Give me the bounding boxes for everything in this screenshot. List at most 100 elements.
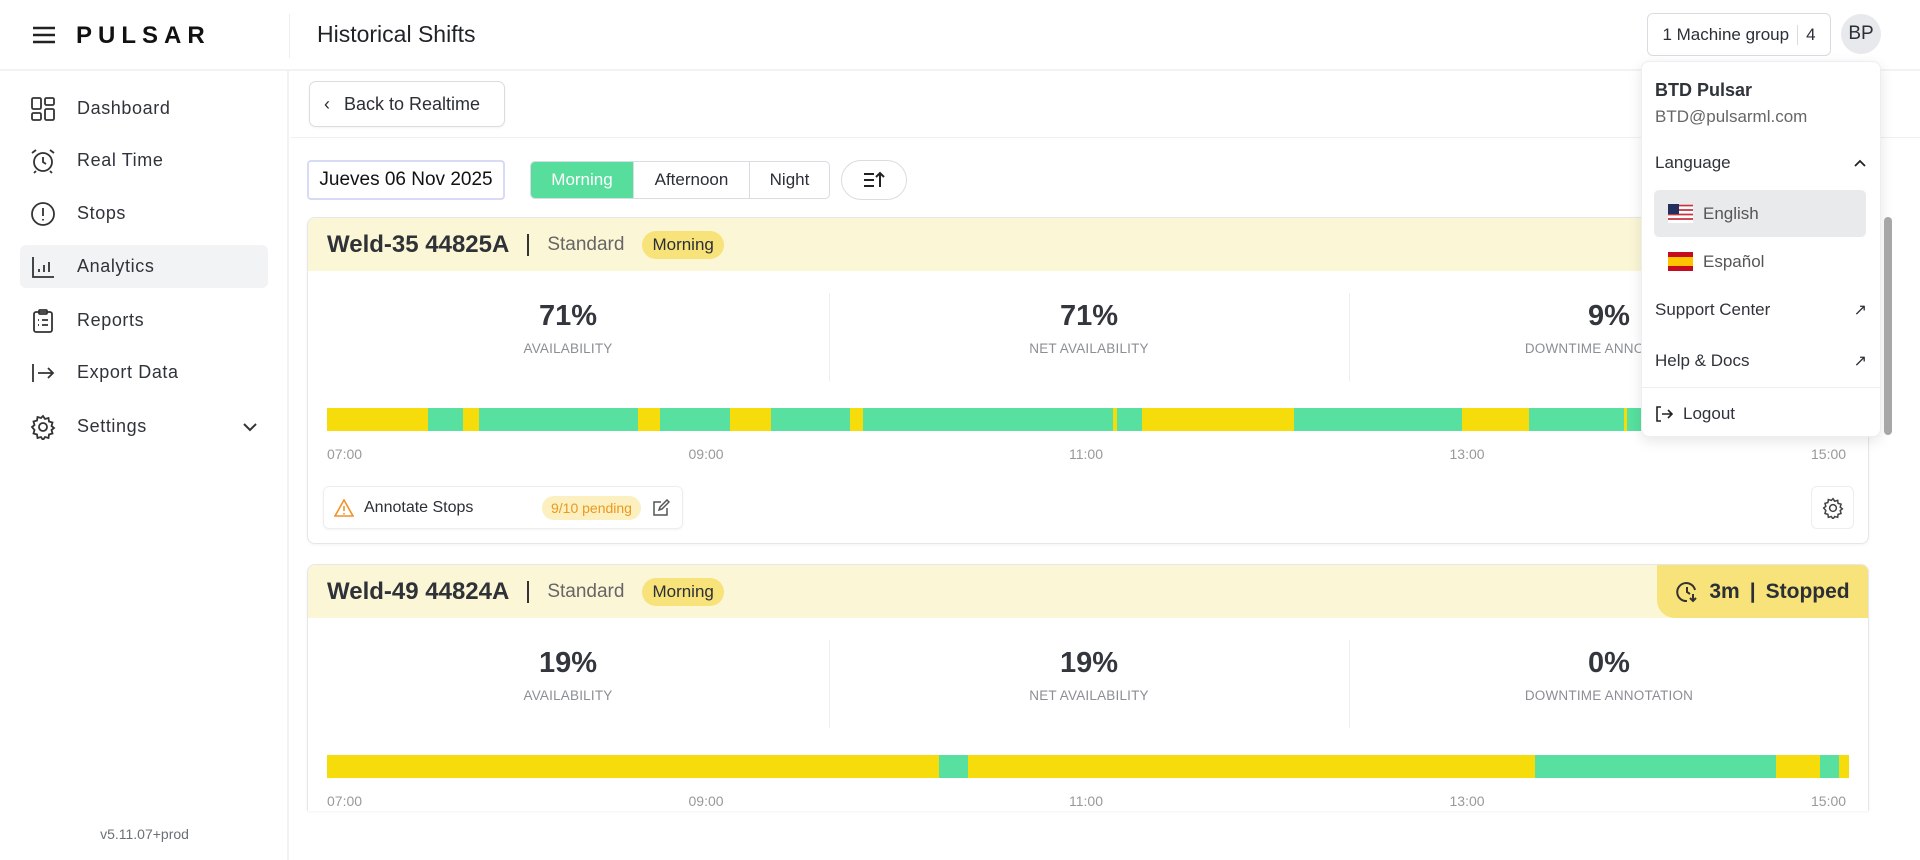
timeline-segment-stopped[interactable]: [327, 755, 939, 778]
logout-button[interactable]: Logout: [1655, 404, 1735, 424]
clock-history-icon: [1676, 581, 1698, 602]
help-docs-link[interactable]: Help & Docs ↗: [1655, 351, 1867, 371]
timeline-segment-running[interactable]: [938, 755, 968, 778]
timeline-segment-running[interactable]: [862, 408, 1114, 431]
gear-icon: [1822, 496, 1844, 519]
scrollbar[interactable]: [1884, 217, 1892, 435]
machine-type: Standard: [547, 233, 625, 255]
logo: PULSAR: [76, 22, 211, 49]
machine-type: Standard: [547, 580, 625, 602]
metric-availability: 71% AVAILABILITY: [308, 300, 828, 356]
timeline-tick-label: 13:00: [1449, 446, 1485, 462]
timeline-segment-stopped[interactable]: [1141, 408, 1295, 431]
divider: [1642, 387, 1880, 388]
divider: |: [1749, 579, 1756, 603]
divider: [829, 640, 830, 728]
hamburger-menu-icon[interactable]: [33, 26, 55, 44]
timeline-tick-label: 11:00: [1069, 446, 1103, 462]
timeline-segment-running[interactable]: [770, 408, 851, 431]
timeline-segment-stopped[interactable]: [1623, 408, 1628, 431]
metric-value: 71%: [538, 300, 598, 332]
language-label: Español: [1703, 251, 1765, 271]
timeline-segment-running[interactable]: [479, 408, 638, 431]
timeline-segment-stopped[interactable]: [463, 408, 480, 431]
shift-timeline[interactable]: [327, 755, 1849, 778]
sidebar-item-real-time[interactable]: Real Time: [20, 139, 268, 182]
timeline-segment-stopped[interactable]: [327, 408, 429, 431]
sidebar-item-label: Stops: [77, 203, 127, 223]
timeline-segment-running[interactable]: [659, 408, 730, 431]
language-option-english[interactable]: English: [1654, 190, 1866, 237]
timeline-segment-stopped[interactable]: [729, 408, 771, 431]
pending-badge: 9/10 pending: [542, 495, 641, 520]
language-label: English: [1703, 203, 1759, 223]
machine-name: Weld-49 44824A: [327, 577, 510, 605]
back-to-realtime-button[interactable]: ‹ Back to Realtime: [309, 81, 505, 127]
user-name: BTD Pulsar: [1655, 80, 1753, 100]
sidebar-item-label: Reports: [77, 310, 145, 330]
sidebar-item-analytics[interactable]: Analytics: [20, 245, 268, 288]
external-link-icon: ↗: [1853, 353, 1867, 370]
divider: [1349, 293, 1350, 381]
support-center-link[interactable]: Support Center ↗: [1655, 300, 1867, 320]
timeline-segment-stopped[interactable]: [1113, 408, 1117, 431]
sidebar-item-stops[interactable]: Stops: [20, 192, 268, 235]
metric-value: 0%: [1588, 647, 1630, 679]
date-picker[interactable]: Jueves 06 Nov 2025: [307, 160, 505, 200]
help-label: Help & Docs: [1655, 351, 1750, 370]
sort-icon: [864, 171, 885, 187]
timeline-segment-running[interactable]: [428, 408, 464, 431]
metric-label: NET AVAILABILITY: [1029, 341, 1149, 356]
card-header: Weld-35 44825A Standard Morning: [308, 218, 1868, 271]
tab-afternoon[interactable]: Afternoon: [633, 162, 749, 198]
sidebar-item-label: Analytics: [77, 256, 155, 276]
timeline-tick-label: 15:00: [1811, 793, 1847, 809]
us-flag-icon: [1668, 204, 1693, 223]
sidebar-item-settings[interactable]: Settings: [20, 405, 268, 448]
timeline-segment-running[interactable]: [1294, 408, 1463, 431]
divider: [527, 233, 530, 256]
chevron-left-icon: ‹: [324, 93, 330, 114]
machine-group-label: 1 Machine group: [1662, 24, 1790, 44]
language-label: Language: [1655, 153, 1731, 172]
language-option-espanol[interactable]: Español: [1654, 238, 1866, 285]
divider: [291, 137, 1920, 138]
sidebar-item-export-data[interactable]: Export Data: [20, 351, 268, 394]
timeline-segment-stopped[interactable]: [1839, 755, 1849, 778]
timeline-segment-stopped[interactable]: [637, 408, 660, 431]
annotate-stops-button[interactable]: Annotate Stops 9/10 pending: [323, 486, 683, 529]
shift-badge: Morning: [642, 230, 724, 259]
timeline-segment-stopped[interactable]: [850, 408, 863, 431]
timeline-segment-running[interactable]: [1820, 755, 1840, 778]
sidebar-item-dashboard[interactable]: Dashboard: [20, 87, 268, 130]
timeline-segment-running[interactable]: [1535, 755, 1777, 778]
timeline-segment-running[interactable]: [1116, 408, 1142, 431]
timeline-segment-stopped[interactable]: [967, 755, 1536, 778]
divider: [829, 293, 830, 381]
machine-group-button[interactable]: 1 Machine group 4: [1647, 13, 1831, 56]
user-email: BTD@pulsarml.com: [1655, 107, 1808, 126]
edit-icon[interactable]: [652, 498, 670, 517]
sidebar-item-reports[interactable]: Reports: [20, 299, 268, 342]
metric-downtime-annotation: 0% DOWNTIME ANNOTATION: [1349, 647, 1868, 703]
shift-timeline[interactable]: [327, 408, 1849, 431]
language-toggle[interactable]: Language: [1655, 153, 1867, 173]
warning-icon: [334, 498, 354, 517]
sidebar-item-label: Settings: [77, 416, 147, 436]
timeline-segment-running[interactable]: [1528, 408, 1624, 431]
metric-label: NET AVAILABILITY: [1029, 688, 1149, 703]
tab-morning[interactable]: Morning: [531, 162, 633, 198]
chevron-down-icon[interactable]: [242, 422, 258, 432]
machine-card: Weld-49 44824A Standard Morning 3m | Stopped…: [307, 564, 1869, 811]
user-menu: BTD Pulsar BTD@pulsarml.com Language Eng…: [1641, 61, 1881, 437]
sort-button[interactable]: [841, 160, 907, 200]
metric-label: AVAILABILITY: [523, 688, 613, 703]
divider: [1797, 24, 1799, 45]
logout-icon: [1656, 406, 1673, 422]
divider: [527, 580, 530, 603]
tab-night[interactable]: Night: [749, 162, 829, 198]
card-settings-button[interactable]: [1811, 486, 1854, 529]
timeline-segment-stopped[interactable]: [1462, 408, 1529, 431]
timeline-segment-stopped[interactable]: [1776, 755, 1821, 778]
avatar[interactable]: BP: [1841, 14, 1881, 54]
